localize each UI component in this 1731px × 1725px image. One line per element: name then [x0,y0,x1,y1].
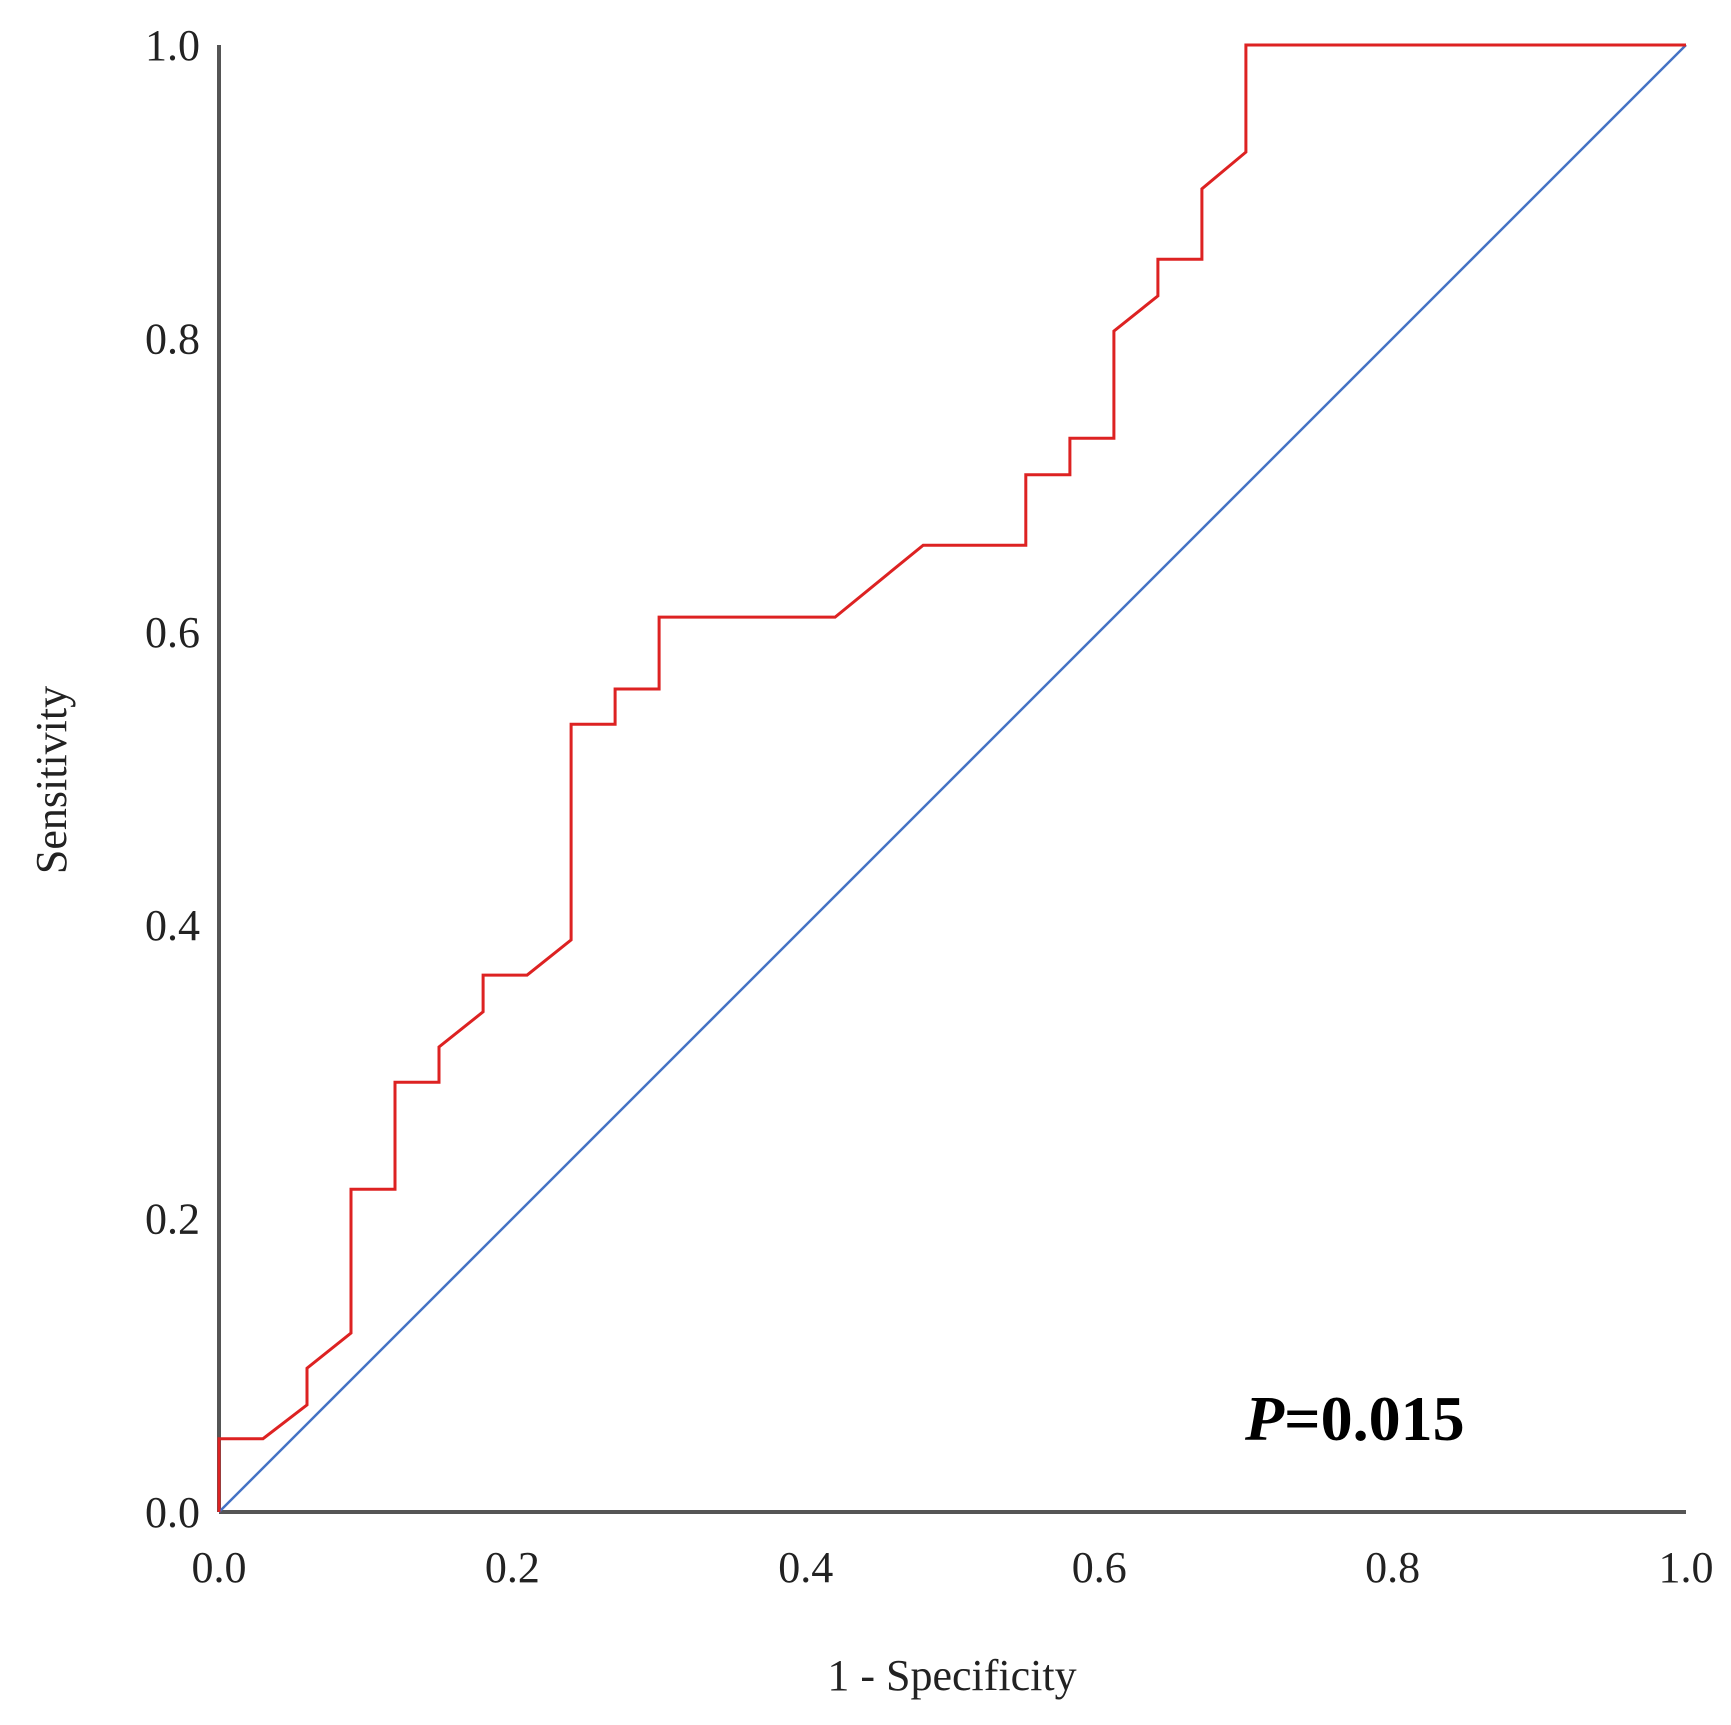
reference-line [218,44,1687,1513]
p-value-annotation: P=0.015 [1244,1383,1465,1454]
x-tick-label: 0.4 [778,1543,833,1592]
x-tick-label: 0.6 [1072,1543,1127,1592]
y-tick-label: 0.2 [145,1195,200,1244]
y-tick-label: 0.4 [145,901,200,950]
p-value-symbol: P [1244,1383,1285,1454]
x-tick-label: 0.8 [1365,1543,1420,1592]
x-axis-title: 1 - Specificity [827,1651,1076,1700]
y-axis-title: Sensitivity [27,686,76,874]
y-tick-label: 0.8 [145,314,200,363]
p-value-number: =0.015 [1284,1383,1464,1454]
y-tick-labels: 0.0 0.2 0.4 0.6 0.8 1.0 [145,21,200,1537]
x-tick-label: 0.2 [485,1543,540,1592]
y-tick-label: 0.6 [145,608,200,657]
x-tick-labels: 0.0 0.2 0.4 0.6 0.8 1.0 [192,1543,1714,1592]
x-tick-label: 1.0 [1659,1543,1714,1592]
y-tick-label: 0.0 [145,1488,200,1537]
x-tick-label: 0.0 [192,1543,247,1592]
y-tick-label: 1.0 [145,21,200,70]
roc-curve-line [217,43,1686,1512]
